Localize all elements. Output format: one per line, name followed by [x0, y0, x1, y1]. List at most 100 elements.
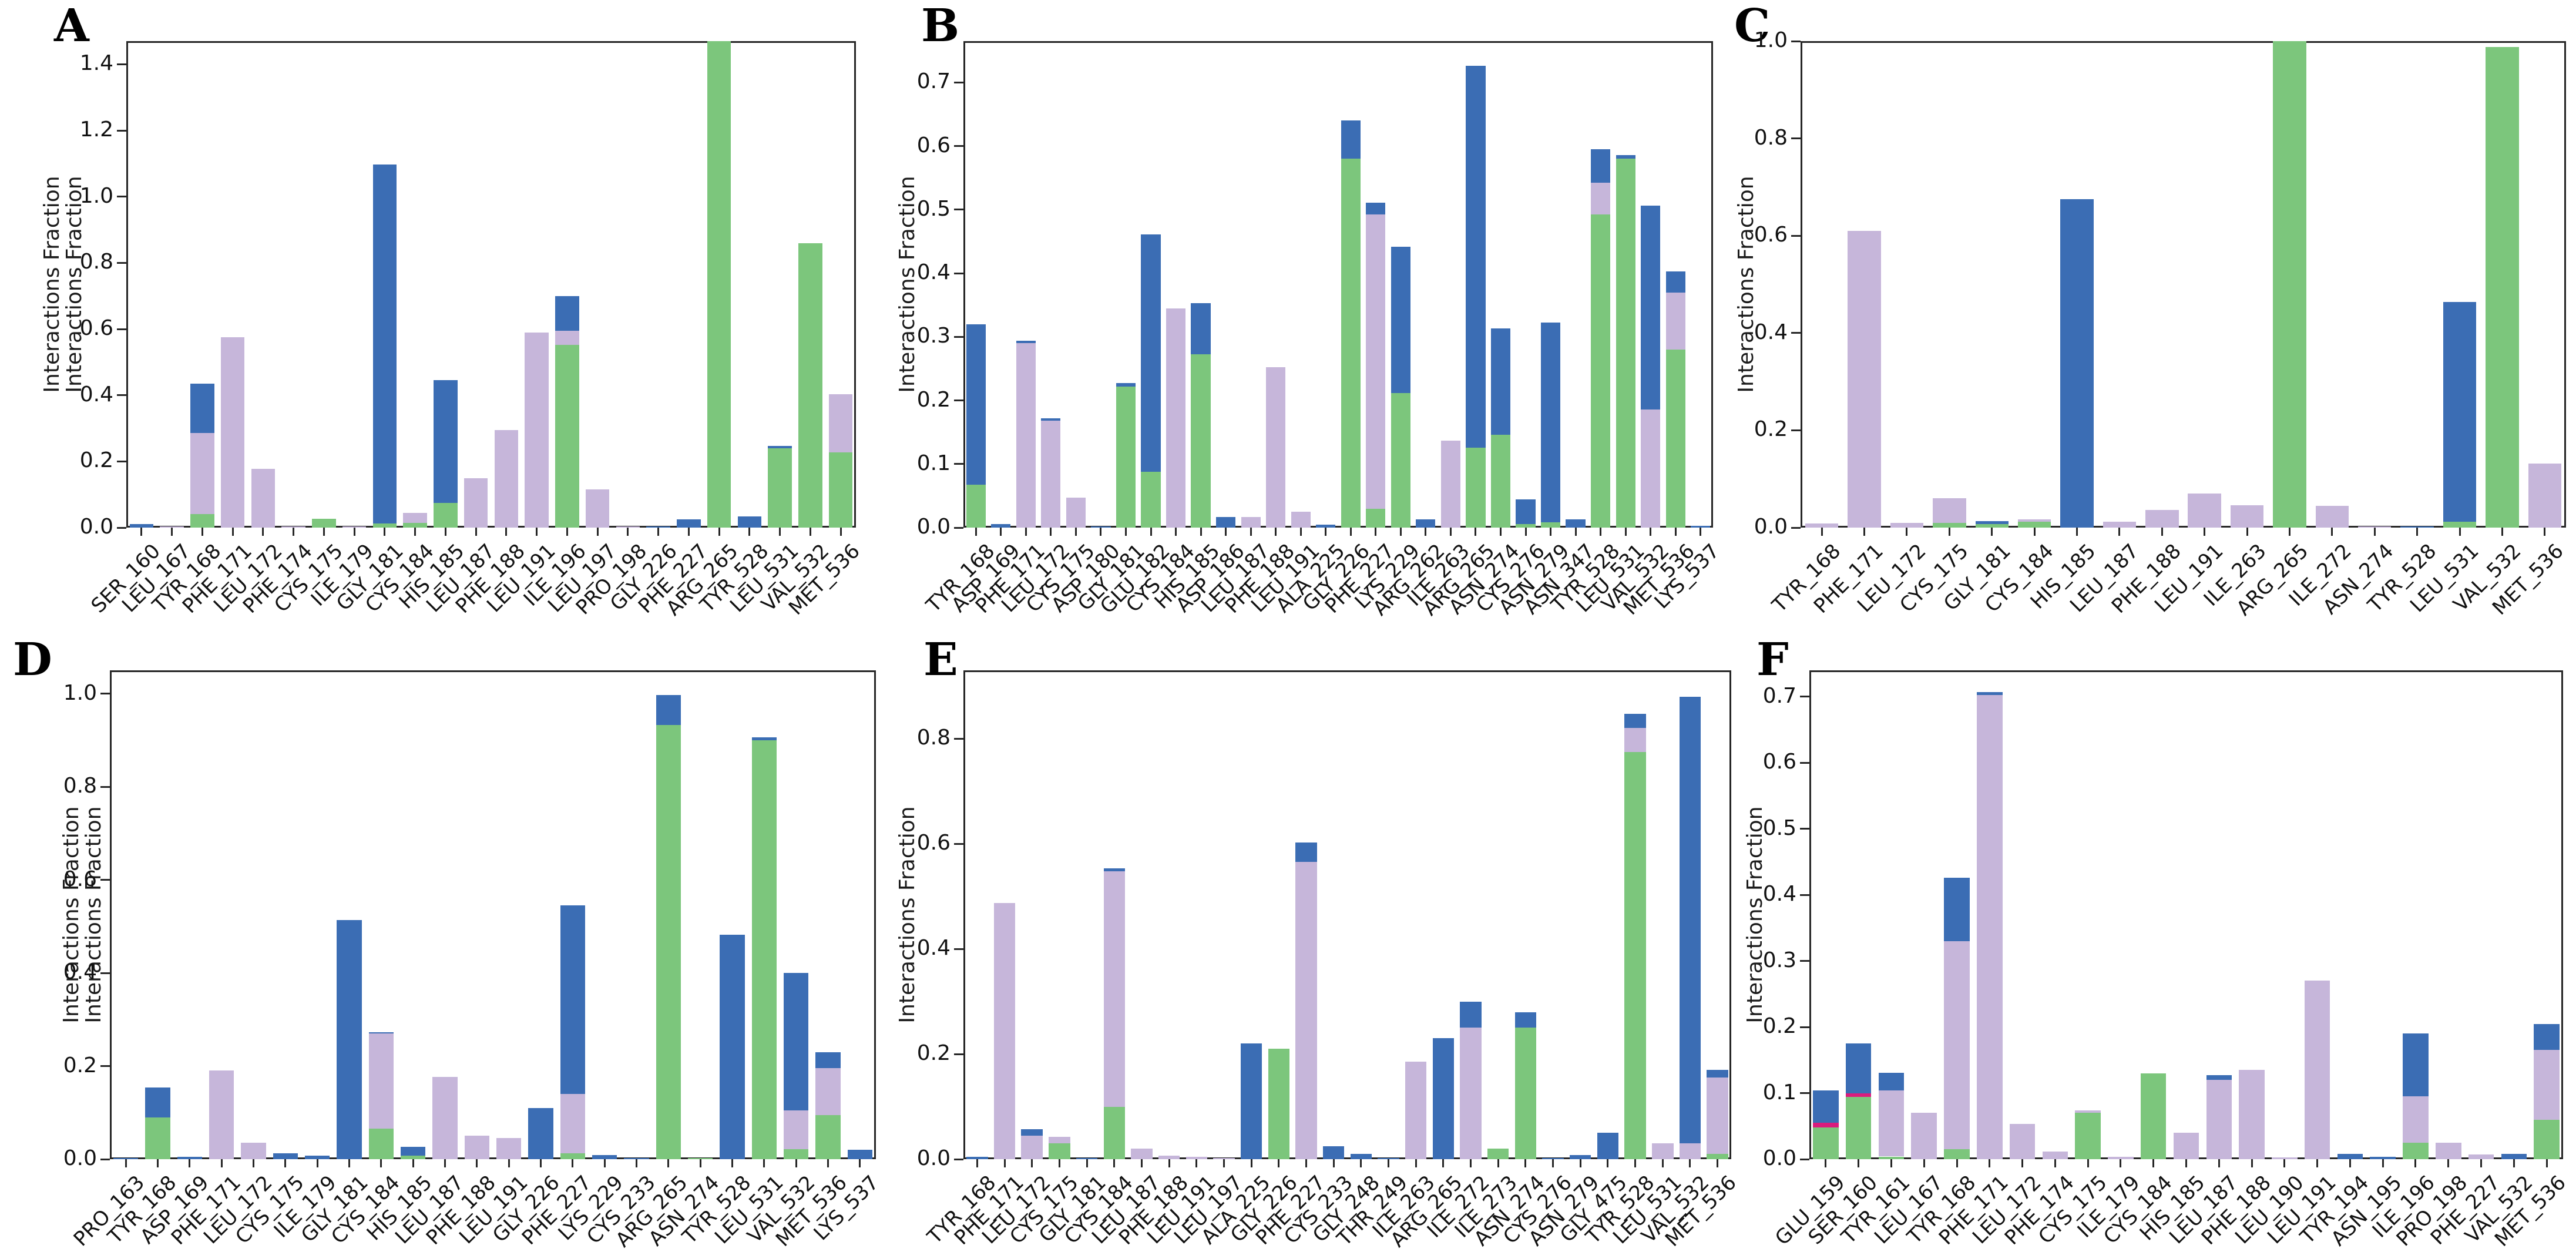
x-tick-mark	[2185, 1159, 2187, 1167]
bar-segment-blue	[1091, 526, 1111, 528]
x-tick-mark	[253, 1159, 254, 1167]
x-tick-mark	[1100, 528, 1102, 536]
plot-area-c	[1801, 41, 2566, 528]
y-axis-label-c: Interactions Fraction	[1734, 176, 1758, 393]
bar-segment-blue	[1514, 1012, 1537, 1028]
y-tick-label: 1.0	[63, 680, 97, 705]
bar-segment-green	[560, 1153, 586, 1159]
y-tick-label: 0.4	[79, 382, 113, 407]
x-tick-mark	[2118, 528, 2121, 536]
x-tick-mark	[976, 1159, 978, 1167]
bar-segment-green	[1944, 1149, 1970, 1159]
bar-segment-purple	[783, 1110, 809, 1149]
bar-segment-blue	[1665, 271, 1685, 293]
bar-segment-purple	[432, 1076, 458, 1159]
bar-segment-purple	[1848, 230, 1881, 528]
bar-segment-purple	[1977, 694, 2003, 1159]
bar-segment-green	[1049, 1143, 1070, 1159]
bar-segment-purple	[2534, 1050, 2560, 1120]
y-tick-mark	[954, 463, 963, 465]
x-tick-mark	[536, 528, 538, 536]
x-tick-mark	[1600, 528, 1602, 536]
x-tick-mark	[859, 1159, 861, 1167]
bar-segment-blue	[1316, 524, 1336, 528]
bar-segment-purple	[2272, 1157, 2298, 1159]
y-tick-label: 0.6	[916, 133, 951, 157]
x-tick-mark	[2480, 1159, 2483, 1167]
bar-segment-purple	[2315, 505, 2349, 528]
x-tick-mark	[1821, 528, 1823, 536]
x-tick-mark	[140, 528, 143, 536]
bar-segment-purple	[1440, 440, 1460, 528]
x-tick-mark	[1250, 528, 1252, 536]
x-tick-mark	[687, 528, 690, 536]
bar-segment-blue	[1691, 525, 1711, 528]
x-tick-mark	[748, 528, 751, 536]
bar-segment-green	[1341, 159, 1361, 528]
y-tick-label: 0.2	[1754, 417, 1788, 442]
bar-segment-purple	[1878, 1090, 1905, 1157]
bar-segment-purple	[496, 1137, 522, 1159]
y-tick-mark	[954, 272, 963, 274]
y-tick-label: 0.2	[63, 1053, 97, 1078]
x-tick-mark	[2545, 1159, 2548, 1167]
x-tick-mark	[2152, 1159, 2155, 1167]
bar-segment-purple	[993, 903, 1016, 1159]
bar-segment-blue	[1977, 692, 2003, 695]
x-tick-mark	[157, 1159, 159, 1167]
bar-segment-blue	[1295, 843, 1317, 862]
x-tick-mark	[731, 1159, 733, 1167]
bar-segment-purple	[1665, 292, 1685, 350]
bar-segment-blue	[1466, 66, 1486, 448]
bar-segment-blue	[1391, 246, 1410, 393]
bar-segment-blue	[1076, 1158, 1098, 1159]
x-tick-mark	[1607, 1159, 1609, 1167]
y-tick-label: 0.6	[916, 831, 951, 855]
x-tick-mark	[1399, 528, 1402, 536]
bar-segment-blue	[1366, 202, 1386, 215]
bar-segment-blue	[304, 1156, 330, 1159]
bar-segment-purple	[616, 526, 640, 528]
bar-segment-green	[1616, 159, 1635, 528]
bar-segment-green	[2443, 522, 2477, 528]
x-tick-mark	[2054, 1159, 2056, 1167]
x-tick-mark	[1442, 1159, 1445, 1167]
bar-segment-blue	[337, 919, 362, 1159]
bar-segment-blue	[1641, 206, 1661, 409]
x-tick-mark	[1425, 528, 1427, 536]
bar-segment-green	[1878, 1156, 1905, 1159]
bar-segment-purple	[1460, 1028, 1482, 1159]
y-tick-label: 0.0	[63, 1146, 97, 1170]
bar-segment-green	[2534, 1119, 2560, 1159]
x-tick-mark	[1948, 528, 1950, 536]
x-tick-mark	[2021, 1159, 2024, 1167]
x-tick-mark	[1074, 528, 1077, 536]
bar-segment-blue	[400, 1147, 426, 1156]
x-tick-mark	[1086, 1159, 1088, 1167]
x-tick-mark	[603, 1159, 606, 1167]
bar-segment-green	[1103, 1106, 1125, 1159]
bar-segment-blue	[815, 1052, 841, 1069]
y-tick-mark	[954, 145, 963, 147]
bar-segment-blue	[1460, 1001, 1482, 1028]
bar-segment-purple	[1641, 409, 1661, 528]
bar-segment-purple	[2436, 1142, 2461, 1159]
x-tick-mark	[1956, 1159, 1958, 1167]
x-tick-mark	[348, 1159, 350, 1167]
x-tick-mark	[1906, 528, 1908, 536]
y-tick-label: 0.0	[1762, 1146, 1796, 1170]
bar-segment-green	[372, 523, 397, 528]
x-tick-label-anchor: MET_536	[0, 1171, 2571, 1251]
y-tick-mark	[1800, 1158, 1809, 1160]
bar-segment-blue	[1240, 1043, 1262, 1159]
bar-segment-blue	[1041, 418, 1061, 421]
bar-segment-blue	[1216, 516, 1236, 528]
y-tick-label: 0.0	[916, 515, 951, 539]
y-tick-mark	[1800, 1026, 1809, 1028]
x-tick-mark	[1552, 1159, 1554, 1167]
x-tick-mark	[1470, 1159, 1472, 1167]
x-tick-mark	[125, 1159, 127, 1167]
bar-segment-blue	[2403, 1033, 2429, 1097]
x-tick-mark	[1150, 528, 1152, 536]
